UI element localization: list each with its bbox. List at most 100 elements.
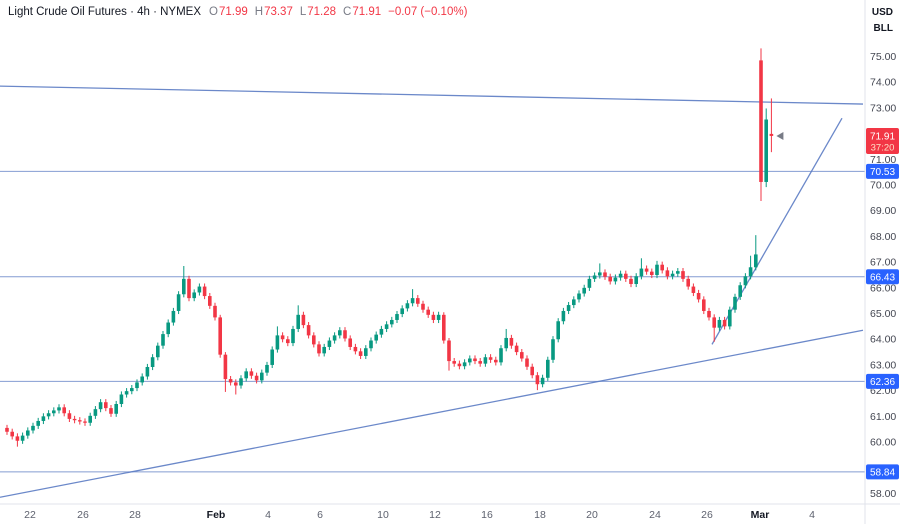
time-tick-label: 22 [24,509,36,521]
trendline[interactable] [0,329,864,498]
symbol-legend: Light Crude Oil Futures · 4h · NYMEX O 71… [8,6,467,18]
candle-body [702,299,706,311]
candle-body [400,308,404,315]
price-tick-label: 74.00 [870,77,896,89]
price-tick-label: 64.00 [870,334,896,346]
time-tick-label: 16 [481,509,493,521]
candle-body [634,276,638,284]
open-label: O [209,6,218,18]
candle-body [587,278,592,288]
chart-pane[interactable] [0,0,865,504]
candle-body [145,366,150,377]
candle-body [234,382,238,386]
price-tick-label: 70.00 [870,180,896,192]
candle-body [72,418,77,421]
candle-body [192,292,196,299]
candle-body [280,335,285,340]
price-tick-label: 65.00 [870,308,896,320]
candle-body [660,264,664,271]
candle-body [670,273,675,277]
candle-body [296,314,300,329]
candle-body [31,425,35,431]
candle-body [286,339,290,344]
time-tick-label: 26 [77,509,89,521]
time-tick-label: 6 [317,509,323,521]
level-price-text: 58.84 [870,467,895,478]
candle-body [514,345,519,353]
time-month-label: Feb [207,509,226,521]
bar-countdown-text: 37:20 [871,142,895,153]
time-tick-label: 18 [534,509,546,521]
candle-body [431,314,436,320]
price-axis[interactable]: 75.00 74.00 73.00 71.00 70.00 69.00 68.00 67.00… [870,51,896,500]
candle-body [764,119,768,182]
time-tick-label: 24 [649,509,661,521]
price-tick-label: 63.00 [870,359,896,371]
candle-body [535,375,540,385]
currency-unit-button[interactable]: USD [871,7,893,18]
candle-body [665,270,670,277]
candle-body [114,404,118,414]
trendline[interactable] [0,85,864,105]
candle-body [447,340,451,362]
candle-body [161,334,165,346]
time-tick-label: 4 [265,509,271,521]
candle-body [504,337,508,349]
candle-body [395,314,399,320]
candle-body [135,382,139,389]
candle-body [655,264,659,275]
candle-body [405,303,410,309]
level-price-text: 62.36 [870,377,895,388]
candle-body [436,314,441,320]
candle-body [291,328,295,344]
close-value: 71.91 [352,6,382,18]
candle-body [598,272,602,276]
candle-body [254,375,259,381]
level-price-label[interactable] [866,163,899,179]
time-axis[interactable]: 22 26 28 Feb 4 6 10 12 16 18 20 24 26 Mar 4 [24,509,815,521]
candle-body [681,271,685,279]
candle-body [187,278,191,299]
level-price-text: 66.43 [870,272,895,283]
candle-body [712,317,716,328]
level-price-label[interactable] [866,373,899,389]
level-price-label[interactable] [866,464,899,480]
candle-body [452,361,456,364]
price-tick-label: 68.00 [870,231,896,243]
candle-body [57,407,61,411]
level-price-text: 70.53 [870,167,895,178]
candle-body [228,379,233,383]
candle-body [52,410,56,414]
candle-body [98,402,103,410]
candle-body [348,338,352,347]
contract-unit-button[interactable]: BLL [873,23,893,34]
candle-body [421,303,425,310]
high-value: 73.37 [264,6,293,18]
candle-body [613,277,618,282]
candle-body [556,321,560,340]
candle-body [332,335,337,341]
symbol-title[interactable]: Light Crude Oil Futures · 4h · NYMEX [8,6,202,18]
candle-body [239,378,243,386]
candle-body [140,376,144,383]
candle-body [353,346,358,352]
candle-body [46,413,51,417]
candle-body [10,431,14,437]
price-tick-label: 67.00 [870,257,896,269]
candle-body [577,293,581,300]
time-tick-label: 20 [586,509,598,521]
candles-group [5,48,784,447]
candle-body [306,325,311,336]
time-tick-label: 10 [377,509,389,521]
price-tick-label: 58.00 [870,488,896,500]
candle-body [686,278,690,287]
candle-body [717,319,722,328]
candle-body [494,359,498,363]
candle-body [343,330,347,339]
candle-body [676,271,680,274]
candle-body [249,371,254,376]
level-price-label[interactable] [866,269,899,285]
candle-body [520,352,524,359]
candle-body [93,409,98,416]
